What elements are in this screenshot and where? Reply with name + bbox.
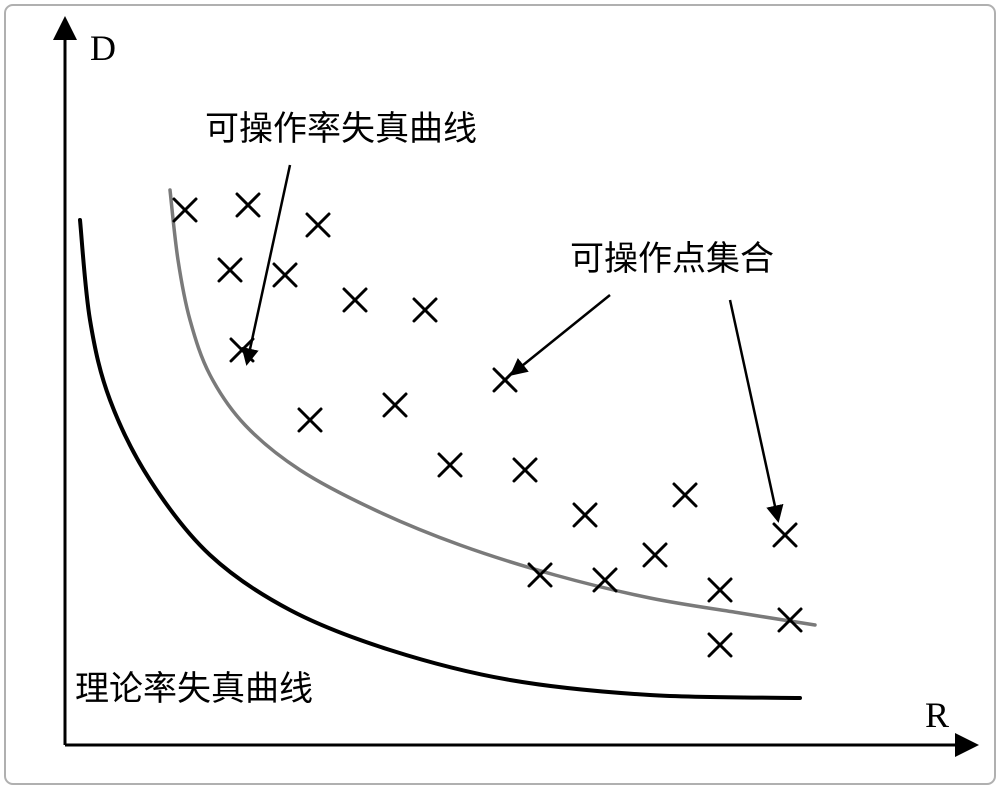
x-axis-label: R: [925, 695, 949, 735]
scatter-point: [299, 409, 321, 431]
scatter-point: [174, 199, 196, 221]
rate-distortion-chart: D R 可操作率失真曲线可操作点集合理论率失真曲线: [0, 0, 1000, 789]
scatter-point: [439, 454, 461, 476]
y-axis-label: D: [90, 28, 116, 68]
annotation-label: 可操作率失真曲线: [205, 110, 477, 148]
scatter-point: [237, 194, 259, 216]
scatter-point: [709, 579, 731, 601]
scatter-point: [307, 214, 329, 236]
scatter-point: [644, 544, 666, 566]
scatter-point: [514, 459, 536, 481]
scatter-point: [274, 264, 296, 286]
annotation-arrow: [730, 300, 778, 520]
chart-svg: D R 可操作率失真曲线可操作点集合理论率失真曲线: [0, 0, 1000, 789]
scatter-point: [384, 394, 406, 416]
scatter-point: [774, 524, 796, 546]
scatter-point: [574, 504, 596, 526]
theoretical-curve: [80, 220, 800, 698]
annotation-arrow: [512, 295, 610, 374]
annotation-label: 可操作点集合: [570, 240, 774, 278]
scatter-point: [674, 484, 696, 506]
scatter-point: [219, 259, 241, 281]
annotation-label: 理论率失真曲线: [75, 670, 313, 708]
annotation-arrow: [247, 165, 290, 363]
scatter-point: [344, 289, 366, 311]
scatter-point: [529, 564, 551, 586]
scatter-point: [414, 299, 436, 321]
scatter-point: [709, 634, 731, 656]
